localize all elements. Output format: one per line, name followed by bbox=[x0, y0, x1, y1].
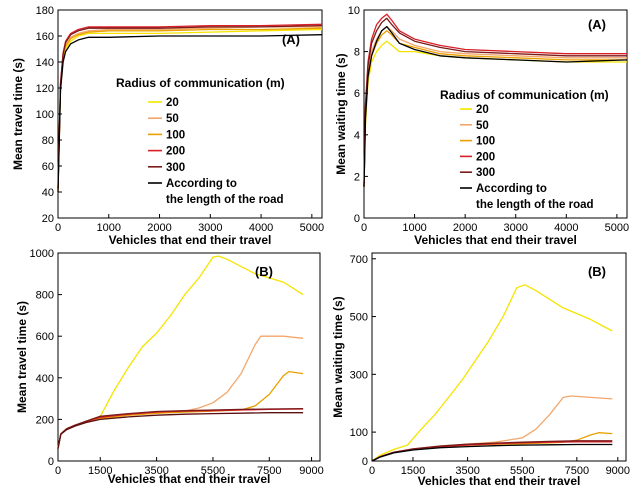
x-tick-label: 1000 bbox=[402, 222, 426, 234]
x-axis-label: Vehicles that end their travel bbox=[109, 233, 272, 247]
series-line-4 bbox=[363, 13, 627, 187]
y-tick-label: 180 bbox=[36, 5, 54, 17]
x-tick-label: 1000 bbox=[97, 222, 121, 234]
series-line-6 bbox=[57, 34, 323, 193]
y-tick-label: 8 bbox=[354, 47, 360, 59]
x-axis-label: Vehicles that end their travel bbox=[108, 472, 271, 486]
plot-frame bbox=[371, 252, 627, 462]
x-tick-label: 5000 bbox=[300, 222, 324, 234]
legend-entry: 300 bbox=[166, 162, 185, 174]
x-tick-label: 7500 bbox=[565, 465, 589, 477]
y-tick-label: 10 bbox=[348, 5, 360, 17]
x-tick-label: 2000 bbox=[453, 222, 477, 234]
y-axis-label: Mean travel time (s) bbox=[15, 301, 29, 413]
y-tick-label: 80 bbox=[42, 135, 54, 147]
series-line-6 bbox=[57, 412, 304, 449]
y-tick-label: 160 bbox=[36, 31, 54, 43]
y-tick-label: 6 bbox=[354, 88, 360, 100]
legend-entry: 200 bbox=[166, 146, 185, 158]
y-tick-label: 40 bbox=[42, 187, 54, 199]
x-tick-label: 9000 bbox=[299, 465, 323, 477]
x-tick-label: 3000 bbox=[198, 222, 222, 234]
legend-title: Radius of communication (m) bbox=[116, 76, 285, 90]
legend-entry: 200 bbox=[476, 151, 495, 163]
y-tick-label: 100 bbox=[36, 109, 54, 121]
y-tick-label: 100 bbox=[350, 427, 368, 439]
chart-panel-4: 0 1500 3500 5500 7500 9000 0 100 300 500 700 Vehicl… bbox=[331, 252, 630, 488]
x-tick-label: 0 bbox=[361, 222, 367, 234]
series-line-6 bbox=[363, 25, 628, 187]
y-tick-label: 120 bbox=[36, 83, 54, 95]
y-tick-label: 400 bbox=[36, 373, 54, 385]
y-tick-label: 500 bbox=[350, 312, 368, 324]
series-line-6 bbox=[371, 443, 613, 462]
panel-tag: (B) bbox=[588, 264, 606, 279]
y-tick-label: 300 bbox=[350, 369, 368, 381]
x-tick-label: 7500 bbox=[257, 465, 281, 477]
legend-entry: the length of the road bbox=[476, 199, 594, 211]
series-line-1 bbox=[371, 284, 613, 462]
x-axis-label: Vehicles that end their travel bbox=[418, 474, 581, 488]
legend-entry: 50 bbox=[166, 113, 179, 125]
x-axis-label: Vehicles that end their travel bbox=[414, 233, 577, 247]
y-axis-label: Mean waiting time (s) bbox=[331, 296, 345, 417]
x-tick-label: 1500 bbox=[401, 465, 425, 477]
series-line-5 bbox=[57, 24, 323, 189]
x-tick-label: 9000 bbox=[606, 465, 630, 477]
y-tick-label: 0 bbox=[362, 456, 368, 468]
y-tick-label: 600 bbox=[36, 331, 54, 343]
y-tick-label: 700 bbox=[350, 254, 368, 266]
x-tick-label: 4000 bbox=[554, 222, 578, 234]
panel-tag: (A) bbox=[282, 32, 300, 47]
y-tick-label: 0 bbox=[354, 213, 360, 225]
x-tick-label: 5500 bbox=[201, 465, 225, 477]
chart-panel-3: 0 1500 3500 5500 7500 9000 0 200 400 600 800 1000 Ve… bbox=[15, 248, 324, 486]
legend: Radius of communication (m) 20 50 100 200 300… bbox=[116, 76, 285, 206]
x-tick-label: 3500 bbox=[455, 465, 479, 477]
y-axis-label: Mean waiting time (s) bbox=[334, 53, 348, 174]
plot-frame bbox=[363, 9, 628, 219]
panel-tag: (B) bbox=[255, 264, 273, 279]
legend-title: Radius of communication (m) bbox=[440, 88, 609, 102]
series-line-2 bbox=[363, 25, 627, 187]
legend-entry: 100 bbox=[476, 136, 495, 148]
y-tick-label: 60 bbox=[42, 161, 54, 173]
y-tick-label: 4 bbox=[354, 130, 360, 142]
legend-entry: 20 bbox=[476, 104, 489, 116]
x-tick-label: 0 bbox=[369, 465, 375, 477]
y-tick-label: 2 bbox=[354, 171, 360, 183]
chart-panel-1: 0 1000 2000 3000 4000 5000 20 40 60 80 100 120 140 16… bbox=[11, 5, 324, 247]
x-tick-label: 5500 bbox=[510, 465, 534, 477]
x-tick-label: 2000 bbox=[147, 222, 171, 234]
legend-entry: 20 bbox=[166, 97, 179, 109]
legend-entry: the length of the road bbox=[166, 194, 284, 206]
y-tick-label: 200 bbox=[36, 414, 54, 426]
legend-entry: 300 bbox=[476, 167, 495, 179]
y-tick-label: 20 bbox=[42, 213, 54, 225]
y-tick-label: 140 bbox=[36, 57, 54, 69]
chart-panel-2: 0 1000 2000 3000 4000 5000 0 2 4 6 8 10 Vehicles tha… bbox=[334, 5, 629, 247]
x-tick-label: 0 bbox=[55, 222, 61, 234]
x-tick-label: 1500 bbox=[88, 465, 112, 477]
x-tick-label: 5000 bbox=[605, 222, 629, 234]
series-line-5 bbox=[57, 407, 304, 449]
y-tick-label: 1000 bbox=[30, 248, 54, 260]
x-tick-label: 4000 bbox=[249, 222, 273, 234]
plot-frame bbox=[57, 9, 323, 219]
legend-entry: According to bbox=[166, 178, 237, 190]
series-line-5 bbox=[363, 17, 627, 187]
y-axis-label: Mean travel time (s) bbox=[11, 58, 25, 170]
x-tick-label: 0 bbox=[55, 465, 61, 477]
plot-frame bbox=[57, 252, 321, 462]
y-tick-label: 800 bbox=[36, 290, 54, 302]
legend-entry: 50 bbox=[476, 120, 489, 132]
legend: Radius of communication (m) 20 50 100 200 300… bbox=[440, 88, 609, 211]
x-tick-label: 3500 bbox=[144, 465, 168, 477]
x-tick-label: 3000 bbox=[503, 222, 527, 234]
panel-tag: (A) bbox=[588, 17, 606, 32]
legend-entry: 100 bbox=[166, 129, 185, 141]
legend-entry: According to bbox=[476, 183, 547, 195]
y-tick-label: 0 bbox=[48, 456, 54, 468]
